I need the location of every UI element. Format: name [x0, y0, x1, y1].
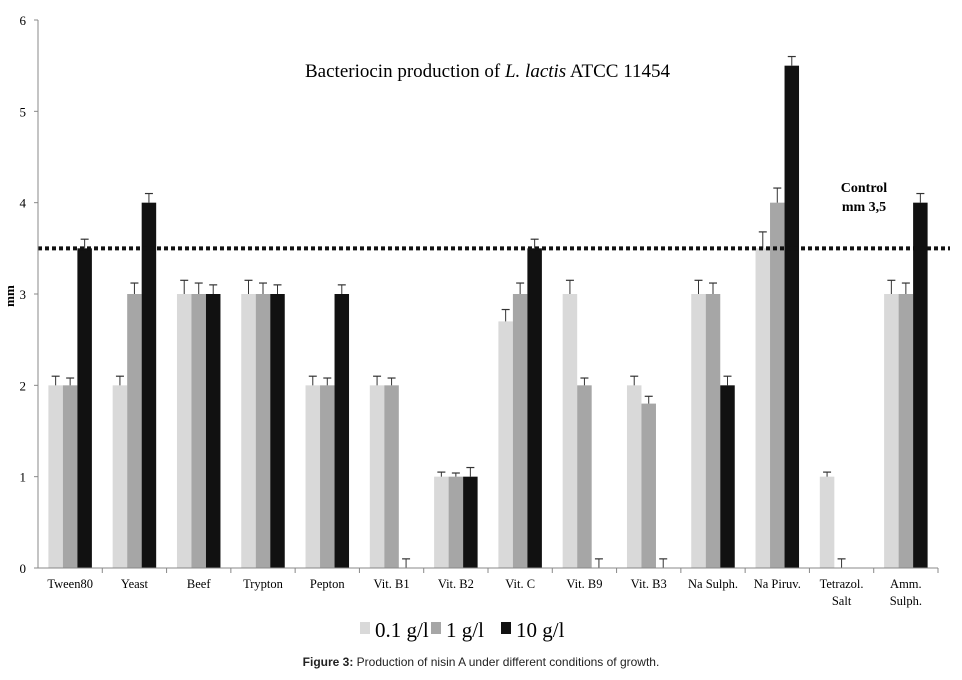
x-tick-label: Vit. B9: [566, 577, 602, 591]
bar: [913, 202, 928, 568]
bar: [512, 294, 528, 568]
bar: [755, 248, 771, 569]
x-tick-label: Vit. B3: [631, 577, 667, 591]
y-tick-label: 5: [20, 104, 27, 119]
x-tick-label: Trypton: [243, 577, 284, 591]
caption-label: Figure 3:: [302, 655, 354, 669]
x-tick-label: Tween80: [47, 577, 93, 591]
bar: [241, 294, 256, 568]
legend-swatch: [360, 622, 370, 634]
bar: [434, 476, 449, 568]
bar: [527, 248, 542, 569]
x-tick-label: Amm.: [890, 577, 922, 591]
bar: [334, 294, 350, 568]
bar: [127, 294, 142, 568]
figure-caption: Figure 3: Production of nisin A under di…: [0, 655, 962, 669]
bar: [191, 294, 206, 568]
bar: [320, 385, 335, 568]
x-tick-label: Beef: [187, 577, 211, 591]
x-tick-label: Vit. B2: [438, 577, 474, 591]
bar: [819, 476, 835, 568]
bar: [898, 294, 914, 568]
control-label-line1: Control: [841, 181, 888, 196]
bar: [176, 294, 192, 568]
legend-swatch: [501, 622, 511, 634]
y-tick-label: 3: [20, 287, 27, 302]
y-tick-label: 1: [20, 470, 27, 485]
bar: [691, 294, 706, 568]
x-tick-label: Tetrazol.: [820, 577, 864, 591]
x-tick-label: Pepton: [310, 577, 345, 591]
x-tick-label: Yeast: [121, 577, 149, 591]
x-tick-label: Vit. B1: [374, 577, 410, 591]
legend-label: 10 g/l: [516, 618, 565, 642]
bar: [448, 476, 464, 568]
legend-label: 0.1 g/l: [375, 618, 429, 642]
bar: [77, 248, 92, 569]
bar: [562, 294, 578, 568]
y-axis-label: mm: [2, 285, 17, 307]
bar: [498, 321, 513, 568]
bar: [48, 385, 63, 568]
bar: [112, 385, 128, 568]
y-tick-label: 4: [20, 196, 27, 211]
y-tick-label: 6: [20, 13, 27, 28]
legend: 0.1 g/l 1 g/l 10 g/l: [360, 618, 565, 642]
bar: [720, 385, 735, 568]
bar: [305, 385, 321, 568]
bar: [62, 385, 78, 568]
x-tick-label: Na Sulph.: [688, 577, 738, 591]
bar: [463, 476, 478, 568]
bar: [641, 403, 656, 568]
bar: [255, 294, 271, 568]
bar: [626, 385, 642, 568]
chart-title: Bacteriocin production of L. lactis ATCC…: [305, 61, 671, 82]
x-tick-label: Salt: [832, 594, 852, 608]
bar: [577, 385, 592, 568]
bar: [141, 202, 157, 568]
x-tick-label: Sulph.: [890, 594, 922, 608]
bar-chart: Bacteriocin production of L. lactis ATCC…: [2, 13, 950, 642]
x-tick-label: Na Piruv.: [754, 577, 801, 591]
bar: [884, 294, 899, 568]
y-tick-label: 2: [20, 378, 27, 393]
bar: [270, 294, 285, 568]
legend-label: 1 g/l: [446, 618, 484, 642]
bar: [369, 385, 385, 568]
y-tick-label: 0: [20, 561, 27, 576]
x-tick-label: Vit. C: [505, 577, 535, 591]
control-label-line2: mm 3,5: [842, 200, 886, 215]
bar: [784, 65, 800, 569]
caption-text: Production of nisin A under different co…: [353, 655, 660, 669]
bar: [705, 294, 721, 568]
bar: [205, 294, 221, 568]
bar: [770, 202, 785, 568]
bar: [384, 385, 399, 568]
legend-swatch: [431, 622, 441, 634]
